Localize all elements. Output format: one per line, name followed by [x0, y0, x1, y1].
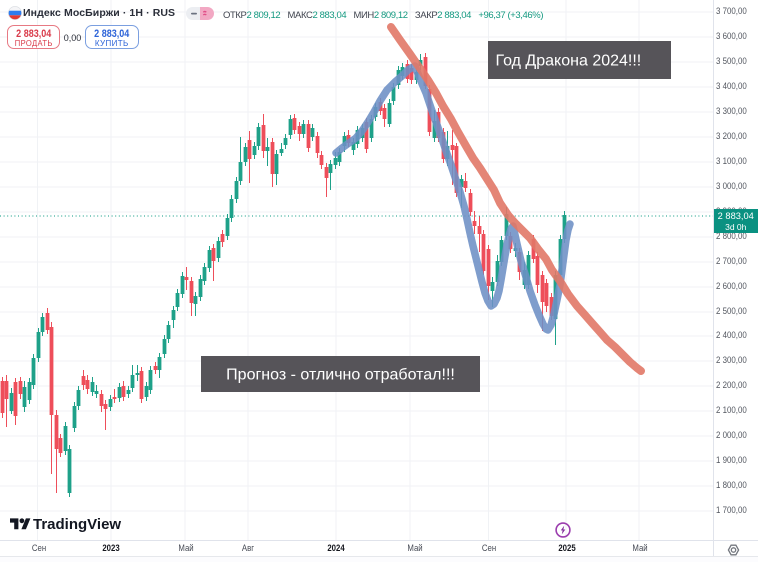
svg-text:TradingView: TradingView [33, 516, 121, 532]
